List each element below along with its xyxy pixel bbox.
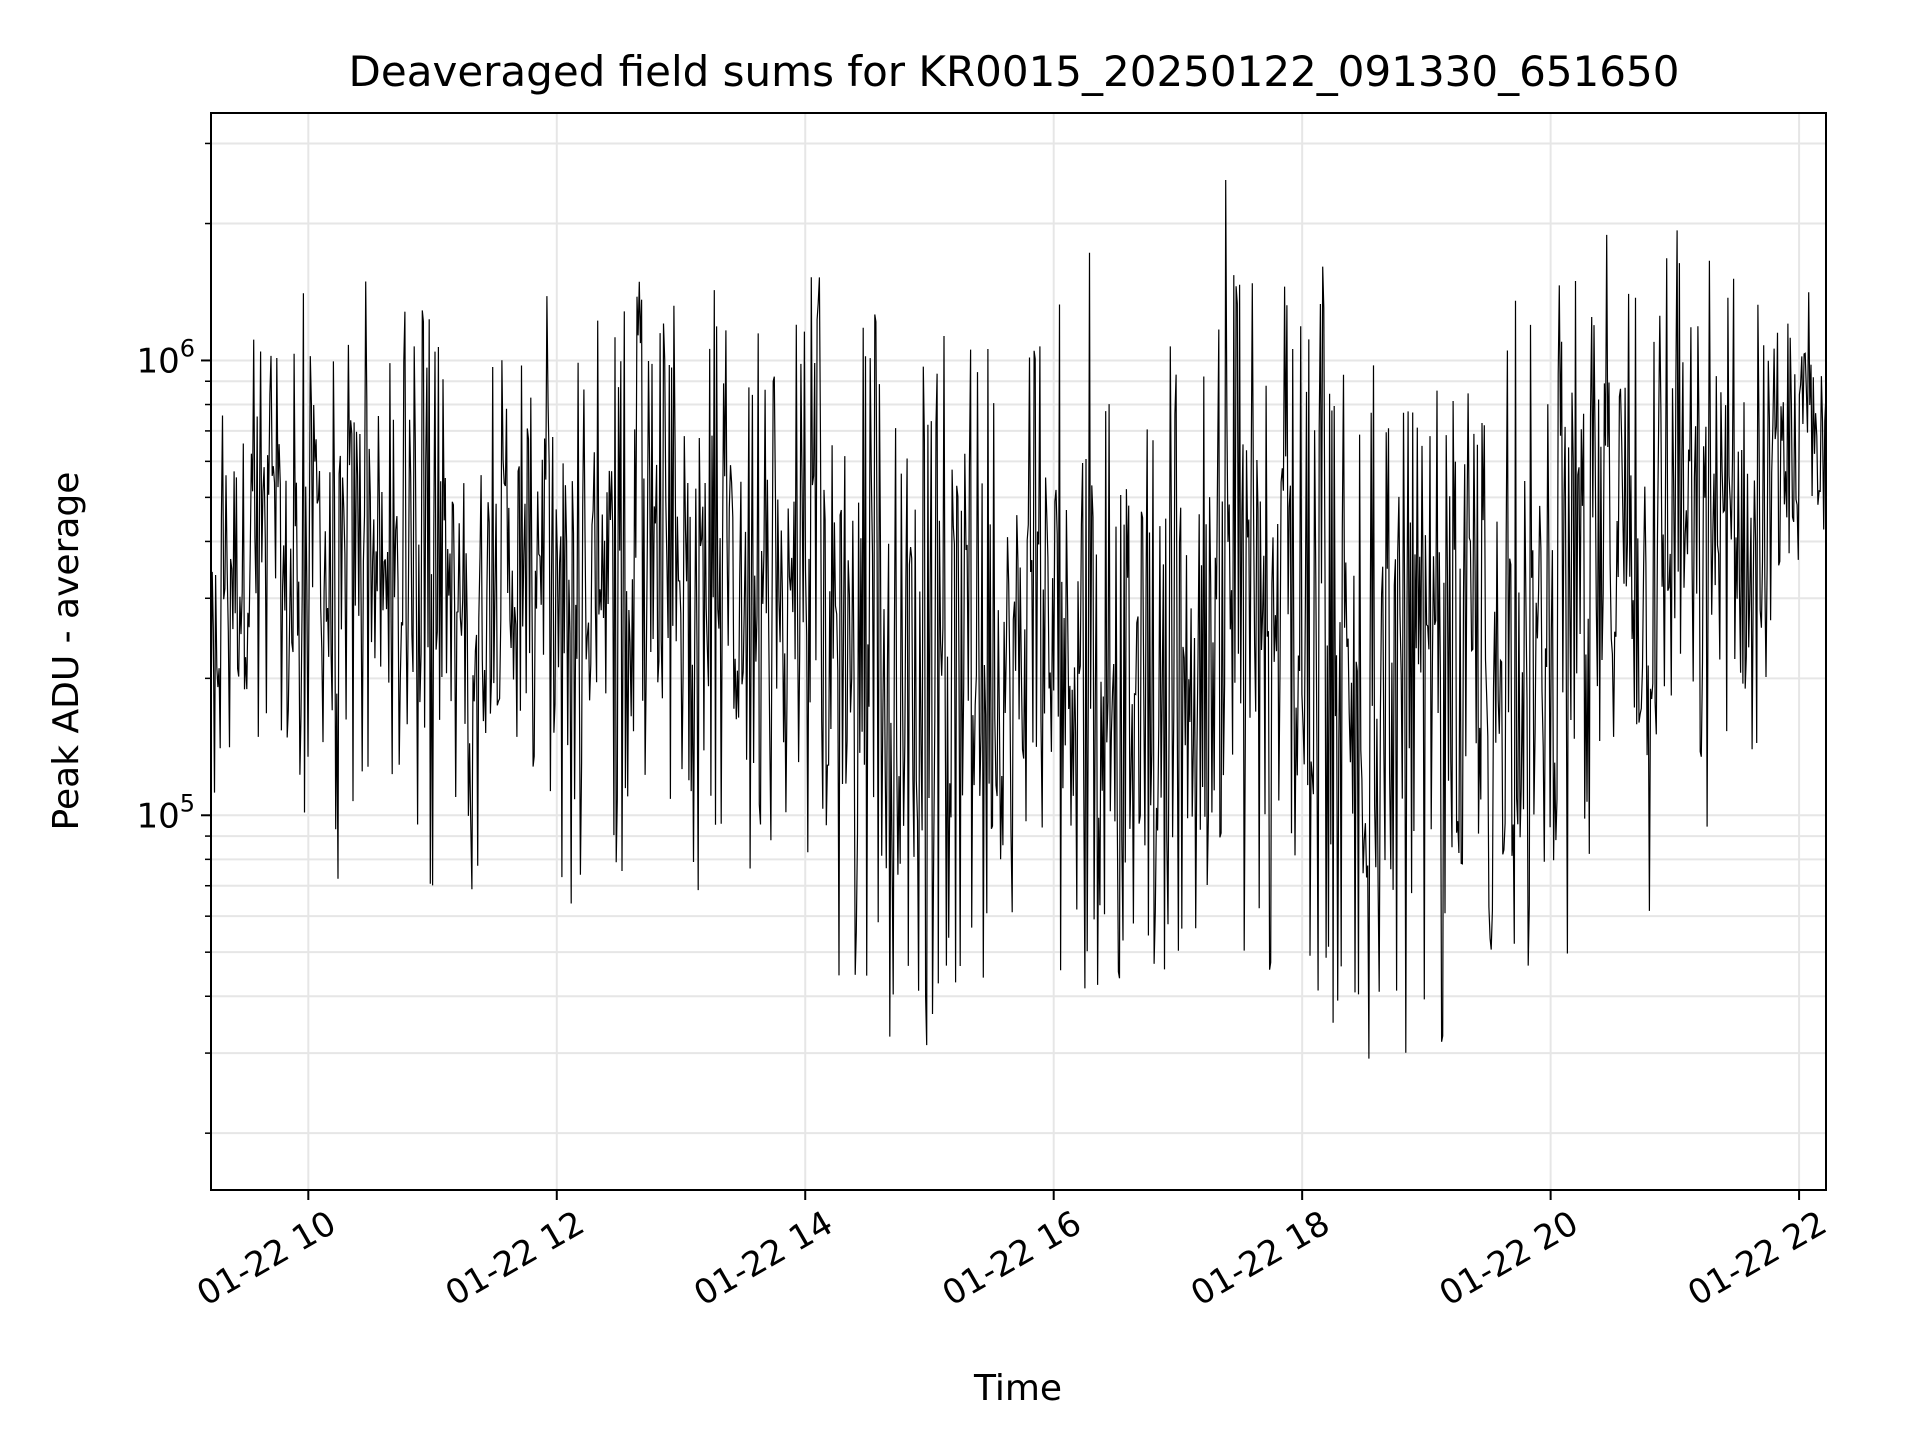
chart-title: Deaveraged field sums for KR0015_2025012… bbox=[349, 47, 1680, 96]
y-tick-label: 105 bbox=[136, 789, 195, 836]
x-tick-label: 01-22 20 bbox=[1433, 1203, 1585, 1314]
series-group bbox=[210, 179, 1827, 1059]
y-axis-title: Peak ADU - average bbox=[46, 472, 87, 831]
x-tick-label: 01-22 14 bbox=[687, 1203, 839, 1314]
x-tick-label: 01-22 22 bbox=[1681, 1203, 1833, 1314]
x-axis: 01-22 10 01-22 12 01-22 14 01-22 16 01-22 18… bbox=[190, 1190, 1834, 1314]
x-tick-label: 01-22 16 bbox=[936, 1203, 1088, 1314]
x-tick-label: 01-22 12 bbox=[439, 1203, 591, 1314]
x-tick-label: 01-22 10 bbox=[190, 1203, 342, 1314]
series-line bbox=[210, 179, 1827, 1059]
y-tick-label: 106 bbox=[136, 334, 195, 381]
x-tick-label: 01-22 18 bbox=[1184, 1203, 1336, 1314]
plot-area-frame bbox=[210, 112, 1827, 1191]
x-axis-title: Time bbox=[973, 1368, 1062, 1409]
y-axis: 105 106 bbox=[136, 142, 211, 1134]
